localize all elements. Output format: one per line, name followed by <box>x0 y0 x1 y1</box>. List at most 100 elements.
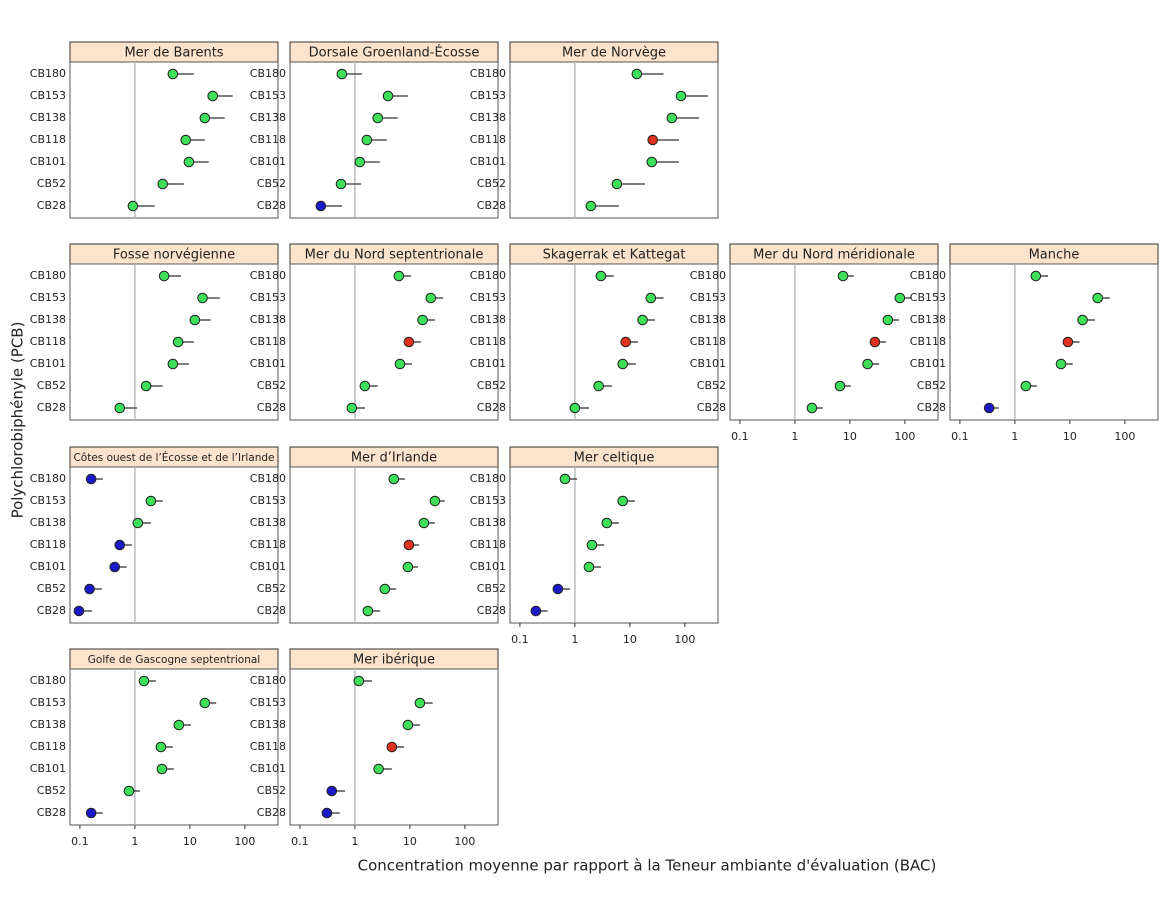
dot <box>379 583 391 595</box>
x-tick-label: 0.1 <box>731 430 749 443</box>
dot <box>183 156 195 168</box>
panel-frame <box>69 668 279 826</box>
dot <box>180 134 192 146</box>
dot <box>569 402 581 414</box>
dot <box>593 380 604 392</box>
y-tick-label: CB28 <box>257 604 286 617</box>
panel-title: Mer ibérique <box>353 653 435 668</box>
dot <box>361 134 373 146</box>
y-tick-label: CB138 <box>910 313 946 326</box>
y-tick-label: CB153 <box>910 291 946 304</box>
x-axis-label: Concentration moyenne par rapport à la T… <box>358 857 937 875</box>
dot <box>172 336 184 348</box>
dot <box>631 68 643 80</box>
y-tick-label: CB28 <box>37 401 66 414</box>
x-tick-label: 100 <box>674 633 695 646</box>
y-tick-label: CB180 <box>30 472 66 485</box>
panel-frame <box>289 668 499 826</box>
y-tick-label: CB101 <box>250 762 286 775</box>
y-tick-label: CB118 <box>250 335 286 348</box>
y-tick-label: CB138 <box>30 718 66 731</box>
x-tick-label: 1 <box>131 835 138 848</box>
dot <box>559 473 571 485</box>
y-tick-label: CB118 <box>250 740 286 753</box>
y-tick-label: CB138 <box>30 313 66 326</box>
panel-title: Mer du Nord septentrionale <box>305 248 484 263</box>
panel-title: Mer de Norvège <box>562 46 666 61</box>
y-tick-label: CB52 <box>257 582 286 595</box>
panel-frame <box>949 263 1159 421</box>
panel-title: Mer du Nord méridionale <box>753 248 915 263</box>
y-tick-label: CB101 <box>250 357 286 370</box>
y-tick-label: CB52 <box>37 784 66 797</box>
y-tick-label: CB28 <box>697 401 726 414</box>
dot <box>403 336 415 348</box>
dot <box>585 200 597 212</box>
dot <box>138 675 150 687</box>
dot <box>336 68 348 80</box>
y-tick-label: CB138 <box>690 313 726 326</box>
panel-frame <box>509 61 719 219</box>
dot <box>393 270 405 282</box>
panel-frame <box>509 466 719 624</box>
dot <box>326 785 338 797</box>
y-tick-label: CB138 <box>470 516 506 529</box>
dot <box>173 719 185 731</box>
dot <box>611 178 623 190</box>
dot <box>109 561 121 573</box>
panel-frame <box>289 61 499 219</box>
x-tick-label: 10 <box>1063 430 1077 443</box>
y-tick-label: CB138 <box>250 516 286 529</box>
y-tick-label: CB52 <box>37 582 66 595</box>
y-tick-label: CB52 <box>37 379 66 392</box>
x-tick-label: 10 <box>843 430 857 443</box>
y-tick-label: CB153 <box>470 89 506 102</box>
dot <box>414 697 426 709</box>
x-tick-label: 1 <box>791 430 798 443</box>
y-tick-label: CB138 <box>470 111 506 124</box>
panel-title: Mer de Barents <box>124 46 223 61</box>
y-tick-label: CB28 <box>477 401 506 414</box>
dot <box>140 380 152 392</box>
dot <box>156 763 168 775</box>
y-tick-label: CB153 <box>250 494 286 507</box>
dot <box>123 785 135 797</box>
y-tick-label: CB180 <box>470 67 506 80</box>
dot <box>862 358 873 370</box>
dot <box>617 358 629 370</box>
y-tick-label: CB153 <box>470 494 506 507</box>
y-tick-label: CB28 <box>257 401 286 414</box>
y-tick-label: CB153 <box>30 291 66 304</box>
dot <box>167 358 179 370</box>
y-tick-label: CB28 <box>37 199 66 212</box>
dot <box>1055 358 1067 370</box>
dot <box>586 539 598 551</box>
dot <box>386 741 398 753</box>
dot <box>402 719 414 731</box>
y-tick-label: CB101 <box>470 155 506 168</box>
dot <box>353 675 365 687</box>
x-tick-label: 100 <box>234 835 255 848</box>
panel-frame <box>509 263 719 421</box>
dot <box>645 292 657 304</box>
dot <box>114 539 126 551</box>
y-tick-label: CB52 <box>917 379 946 392</box>
dot <box>620 336 632 348</box>
y-tick-label: CB101 <box>250 155 286 168</box>
dot <box>394 358 406 370</box>
y-tick-label: CB153 <box>30 696 66 709</box>
y-tick-label: CB180 <box>30 674 66 687</box>
y-tick-label: CB28 <box>37 806 66 819</box>
panel-title: Dorsale Groenland-Écosse <box>309 45 480 61</box>
y-tick-label: CB118 <box>470 335 506 348</box>
x-tick-label: 1 <box>351 835 358 848</box>
dot <box>1020 380 1032 392</box>
dot <box>418 517 430 529</box>
dot <box>321 807 333 819</box>
dot <box>1077 314 1088 326</box>
dot <box>1062 336 1074 348</box>
y-tick-label: CB180 <box>690 269 726 282</box>
y-tick-label: CB180 <box>470 472 506 485</box>
y-tick-label: CB153 <box>30 494 66 507</box>
